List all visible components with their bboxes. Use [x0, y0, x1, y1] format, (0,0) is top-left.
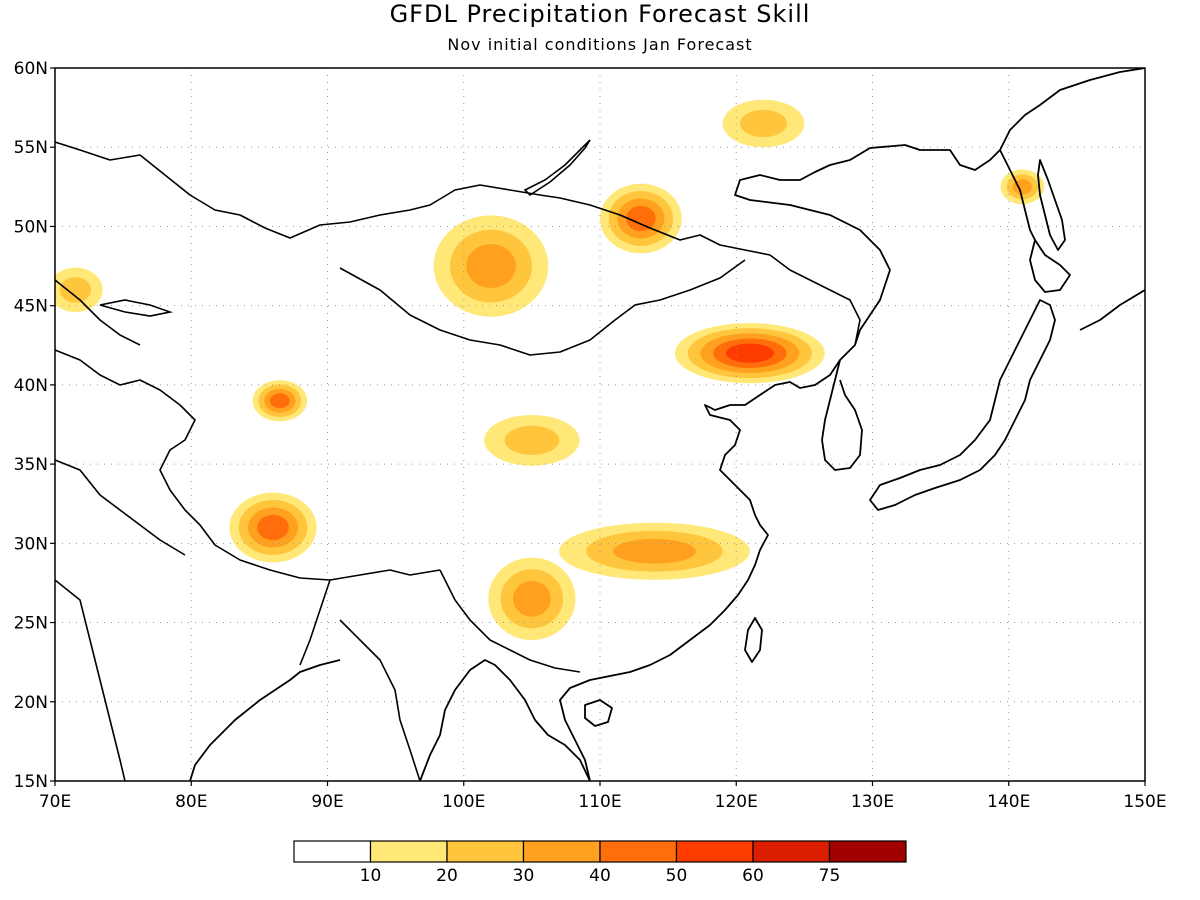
y-tick-label: 30N [14, 534, 48, 554]
x-tick-label: 110E [578, 792, 621, 812]
skill-region-shade [504, 425, 560, 455]
coastline-asia-east [559, 68, 1145, 781]
y-tick-label: 15N [14, 772, 48, 792]
color-bar-label: 40 [589, 866, 611, 886]
color-bar-swatch [522, 840, 601, 863]
y-tick-label: 35N [14, 455, 48, 475]
coastline-siberia-sakhalin-gulf [999, 149, 1036, 241]
x-tick-label: 100E [442, 792, 485, 812]
skill-region-shade [725, 343, 774, 363]
coastline-hokkaido [1029, 239, 1071, 293]
border-china-indochina [439, 569, 581, 673]
color-bar-swatch [446, 840, 525, 863]
border-india-interior [55, 579, 126, 781]
skill-region-shade [626, 205, 656, 232]
map-title: GFDL Precipitation Forecast Skill [390, 0, 811, 28]
coastline-kamchatka-side [1079, 289, 1145, 331]
y-tick-labels: 15N 20N 25N 30N 35N 40N 45N 50N 55N 60N [14, 59, 55, 792]
x-tick-label: 140E [987, 792, 1030, 812]
border-china-central-asia [55, 349, 441, 581]
color-bar-label: 20 [436, 866, 458, 886]
skill-region-shade [613, 538, 696, 564]
color-bar-swatch [369, 840, 448, 863]
lake-balkhash [99, 299, 174, 317]
border-china-russia-northeast [769, 254, 861, 346]
y-tick-label: 20N [14, 693, 48, 713]
y-tick-label: 25N [14, 614, 48, 634]
color-bar-label: 30 [513, 866, 535, 886]
map-subtitle: Nov initial conditions Jan Forecast [447, 35, 752, 54]
color-bar-label: 75 [819, 866, 841, 886]
border-myanmar [299, 579, 421, 781]
x-tick-labels: 70E 80E 90E 100E 110E 120E 130E 140E 150E [39, 781, 1167, 812]
border-layer [55, 141, 861, 781]
coastline-sakhalin [1037, 159, 1066, 251]
color-bar-label: 10 [360, 866, 382, 886]
y-tick-label: 50N [14, 217, 48, 237]
color-bar-swatch [828, 840, 907, 863]
x-tick-label: 130E [851, 792, 894, 812]
color-bar-swatch [675, 840, 754, 863]
lake-layer [99, 139, 591, 317]
skill-region-shade [1012, 179, 1032, 195]
skill-region-shade [269, 393, 290, 409]
border-india-nepal [55, 459, 186, 556]
y-tick-label: 45N [14, 297, 48, 317]
border-russia-kazakhstan-mongolia-china [55, 141, 771, 256]
color-bar-swatch [293, 840, 372, 863]
coastline-korea [821, 359, 863, 471]
coastline-taiwan [744, 617, 763, 663]
skill-region-shade [466, 244, 516, 289]
coastline-layer [189, 68, 1145, 781]
x-tick-label: 150E [1123, 792, 1166, 812]
grid-lines [55, 68, 1145, 781]
plot-frame [54, 67, 1146, 782]
coastline-hainan [584, 699, 613, 727]
skill-region-shade [512, 580, 551, 617]
border-kazakhstan-uzbek [55, 279, 141, 346]
lake-baikal [523, 139, 591, 197]
x-tick-label: 70E [39, 792, 71, 812]
y-tick-label: 55N [14, 138, 48, 158]
skill-region-shade [739, 109, 788, 138]
x-tick-label: 120E [715, 792, 758, 812]
border-mongolia-china [339, 259, 746, 356]
color-bar: 10 20 30 40 50 60 75 [293, 840, 907, 886]
x-tick-label: 90E [311, 792, 343, 812]
y-tick-label: 60N [14, 59, 48, 79]
coastline-indochina [419, 659, 591, 781]
skill-shading-layer [55, 99, 1045, 640]
color-bar-swatch [599, 840, 678, 863]
x-tick-label: 80E [175, 792, 207, 812]
y-tick-label: 40N [14, 376, 48, 396]
color-bar-label: 50 [666, 866, 688, 886]
color-bar-label: 60 [742, 866, 764, 886]
coastline-india-bangladesh [189, 659, 341, 781]
coastline-japan [869, 299, 1056, 511]
skill-region-shade [257, 514, 289, 541]
skill-region-shade [59, 277, 92, 303]
color-bar-swatch [752, 840, 831, 863]
